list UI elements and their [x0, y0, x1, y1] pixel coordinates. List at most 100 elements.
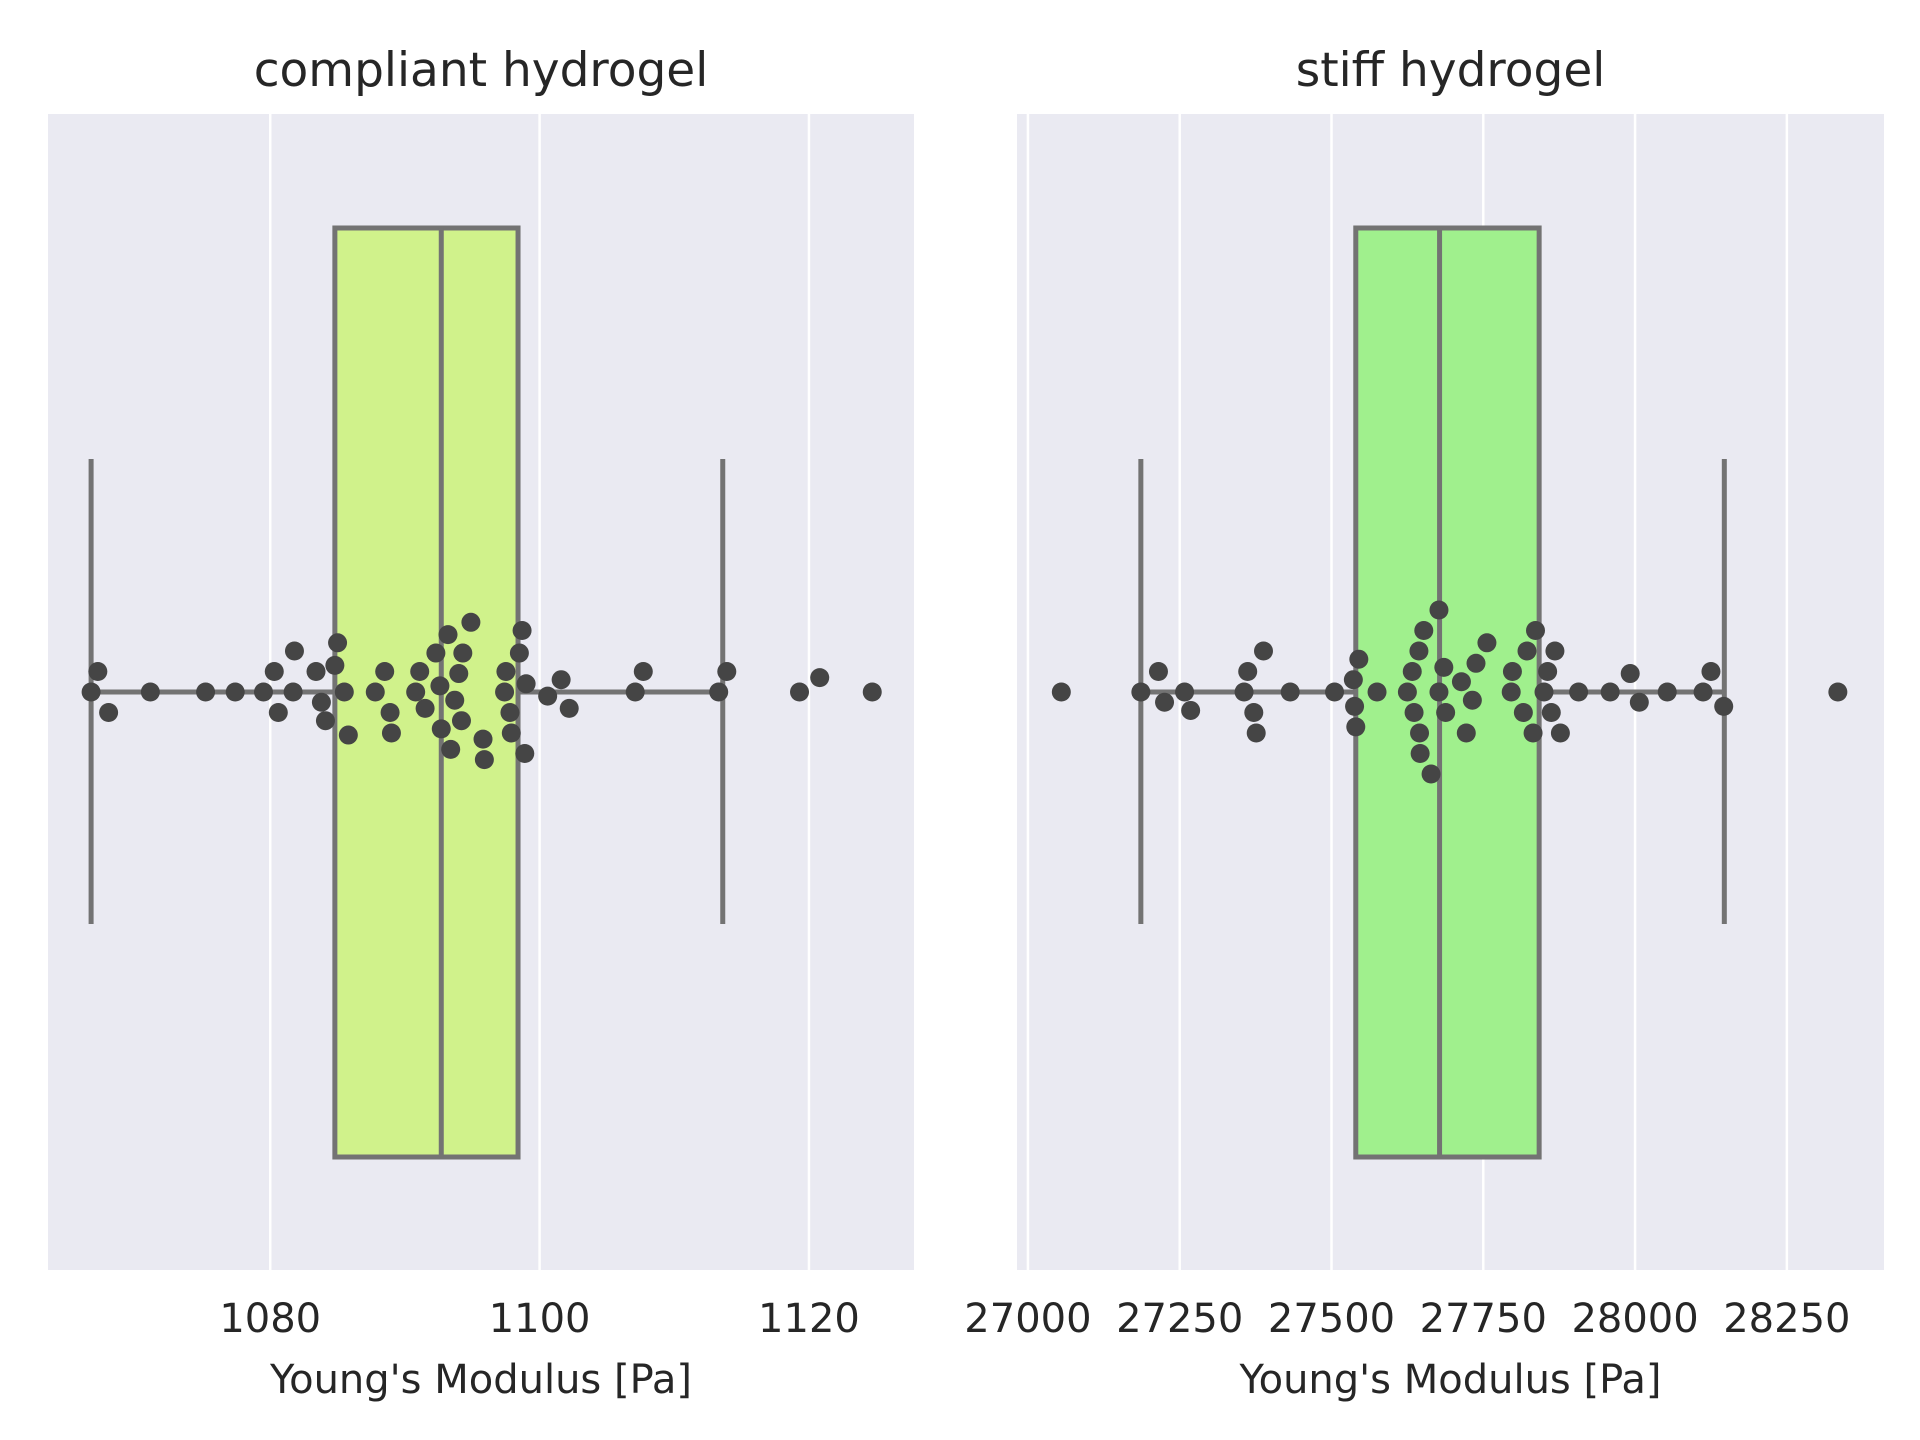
- data-point: [1254, 641, 1273, 661]
- data-point: [515, 744, 535, 763]
- data-point: [1131, 682, 1151, 702]
- data-point: [1410, 723, 1430, 743]
- data-point: [495, 682, 515, 702]
- data-point: [1526, 621, 1545, 640]
- data-point: [453, 643, 473, 663]
- data-point: [516, 674, 536, 694]
- data-point: [283, 682, 303, 702]
- data-point: [1517, 641, 1537, 661]
- data-point: [1429, 600, 1449, 620]
- data-point: [380, 703, 400, 722]
- data-point: [438, 625, 458, 645]
- x-tick-label: 27250: [1116, 1296, 1243, 1342]
- data-point: [264, 662, 284, 681]
- data-point: [538, 686, 558, 706]
- data-point: [426, 643, 446, 663]
- data-point: [1349, 649, 1369, 669]
- data-point: [790, 682, 810, 702]
- data-point: [1629, 692, 1649, 712]
- data-point: [225, 682, 245, 702]
- data-point: [461, 612, 481, 632]
- data-point: [1346, 717, 1366, 737]
- data-point: [325, 655, 345, 675]
- data-point: [1409, 641, 1429, 661]
- x-tick-label: 1100: [489, 1296, 591, 1342]
- data-point: [1181, 700, 1201, 720]
- data-point: [559, 698, 579, 718]
- x-tick-label: 27500: [1268, 1296, 1395, 1342]
- data-point: [501, 723, 521, 743]
- data-point: [253, 682, 273, 702]
- data-point: [1451, 672, 1471, 692]
- data-point: [406, 682, 426, 702]
- data-point: [633, 662, 653, 681]
- data-point: [1550, 723, 1570, 743]
- x-tick-label: 1120: [758, 1296, 860, 1342]
- data-point: [1402, 662, 1422, 681]
- data-point: [1280, 682, 1300, 702]
- x-axis-label: Young's Modulus [Pa]: [1238, 1357, 1661, 1403]
- data-point: [1345, 696, 1365, 716]
- data-point: [473, 729, 493, 749]
- data-point: [1343, 670, 1363, 690]
- data-point: [1410, 744, 1430, 763]
- data-point: [1404, 703, 1424, 722]
- data-point: [1051, 682, 1071, 702]
- data-point: [451, 711, 471, 731]
- data-point: [512, 621, 532, 640]
- data-point: [709, 682, 729, 702]
- data-point: [1397, 682, 1417, 702]
- data-point: [268, 703, 288, 722]
- data-point: [81, 682, 101, 702]
- x-axis-label: Young's Modulus [Pa]: [269, 1357, 692, 1403]
- panel-stiff-hydrogel: 27000 27250 27500 27750 28000 28250 stiff hyd…: [964, 43, 1884, 1403]
- data-point: [1429, 682, 1449, 702]
- data-point: [1421, 764, 1441, 784]
- data-point: [1325, 682, 1345, 702]
- data-point: [1414, 621, 1434, 640]
- data-point: [1434, 657, 1454, 677]
- data-point: [1477, 633, 1497, 653]
- data-point: [306, 662, 326, 681]
- data-point: [1828, 682, 1848, 702]
- data-point: [445, 690, 465, 710]
- x-tick-labels: 1080 1100 1120: [219, 1296, 860, 1342]
- data-point: [1600, 682, 1620, 702]
- data-point: [381, 723, 401, 743]
- data-point: [1456, 723, 1476, 743]
- data-point: [1620, 664, 1640, 684]
- data-point: [1545, 641, 1565, 661]
- data-point: [717, 662, 737, 681]
- data-point: [496, 662, 516, 681]
- panel-title: stiff hydrogel: [1296, 43, 1606, 98]
- data-point: [140, 682, 160, 702]
- data-point: [1367, 682, 1387, 702]
- data-point: [1246, 723, 1266, 743]
- data-point: [862, 682, 882, 702]
- x-tick-label: 28000: [1571, 1296, 1698, 1342]
- swarm-points: [81, 612, 882, 770]
- x-tick-label: 27000: [964, 1296, 1091, 1342]
- data-point: [1462, 690, 1482, 710]
- data-point: [500, 703, 520, 722]
- data-point: [551, 670, 571, 690]
- swarm-points: [1051, 600, 1848, 784]
- data-point: [509, 643, 529, 663]
- x-tick-label: 28250: [1723, 1296, 1850, 1342]
- data-point: [1693, 682, 1713, 702]
- data-point: [1501, 682, 1521, 702]
- data-point: [1148, 662, 1168, 681]
- panel-title: compliant hydrogel: [254, 43, 709, 98]
- data-point: [1714, 696, 1734, 716]
- data-point: [474, 750, 494, 770]
- data-point: [1436, 703, 1456, 722]
- data-point: [1244, 703, 1264, 722]
- data-point: [1541, 703, 1561, 722]
- data-point: [1538, 662, 1558, 681]
- data-point: [99, 703, 119, 722]
- data-point: [311, 692, 331, 712]
- x-tick-labels: 27000 27250 27500 27750 28000 28250: [964, 1296, 1850, 1342]
- data-point: [334, 682, 354, 702]
- data-point: [1534, 682, 1554, 702]
